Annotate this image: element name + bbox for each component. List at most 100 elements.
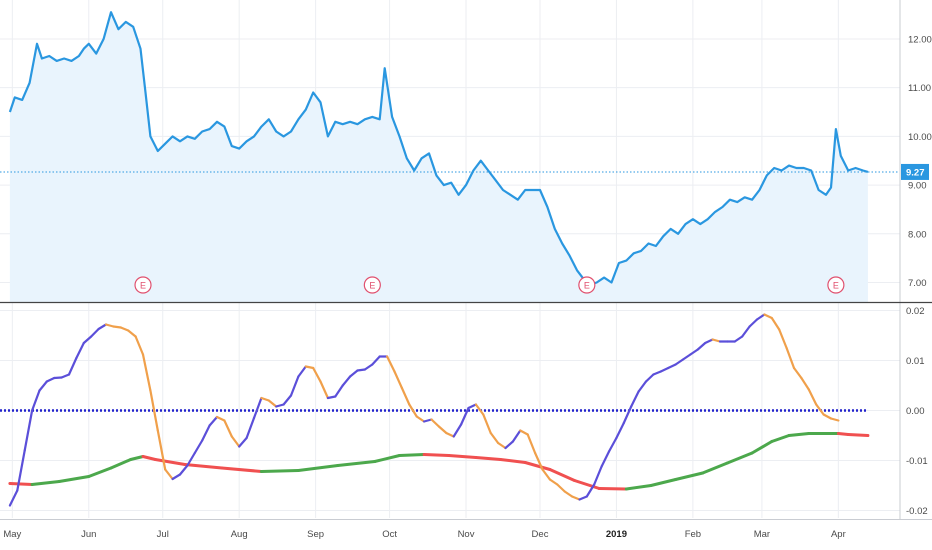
oscillator-line-segment [312, 366, 322, 383]
oscillator-line-segment [526, 433, 537, 455]
oscillator-line-segment [644, 373, 655, 383]
price-area [9, 12, 868, 302]
last-price-label: 9.27 [906, 167, 925, 178]
oscillator-line-segment [349, 369, 359, 378]
signal-line-segment [499, 458, 527, 464]
signal-line-segment [836, 432, 850, 436]
last-price-tag [901, 163, 929, 180]
earnings-marker [578, 276, 596, 294]
oscillator-line-segment [829, 417, 840, 422]
price-line [8, 11, 869, 287]
signal-line-segment [336, 460, 377, 467]
signal-line-segment [701, 461, 729, 475]
oscillator-line-segment [386, 355, 396, 373]
x-tick-label: May [3, 529, 21, 540]
oscillator-line-segment [275, 403, 285, 408]
oscillator-line-segment [134, 335, 145, 356]
oscillator-line-segment [533, 451, 544, 471]
oscillator-line-segment [770, 316, 781, 331]
oscillator-line-segment [570, 495, 581, 501]
earnings-marker-label: E [833, 281, 839, 291]
x-tick-label: Sep [307, 529, 324, 540]
x-tick-label: Apr [831, 529, 846, 540]
osc-y-tick-label: 0.01 [906, 356, 925, 367]
oscillator-line-segment [178, 464, 189, 476]
signal-line-segment [649, 478, 678, 487]
oscillator-line-segment [164, 468, 174, 481]
oscillator-line-segment [119, 326, 130, 332]
oscillator-line-segment [260, 396, 270, 402]
oscillator-line-segment [75, 341, 85, 360]
oscillator-line-segment [156, 429, 167, 471]
oscillator-line-segment [452, 423, 463, 438]
signal-line-segment [725, 451, 754, 465]
x-tick-label: Oct [382, 529, 397, 540]
oscillator-line-segment [104, 323, 115, 328]
oscillator-line-segment [437, 425, 448, 435]
oscillator-line-segment [763, 313, 773, 320]
x-tick-label: 2019 [606, 529, 627, 540]
oscillator-line-segment [171, 473, 182, 481]
signal-line-segment [8, 482, 34, 486]
oscillator-line-segment [637, 380, 648, 393]
oscillator-line-segment [548, 478, 559, 486]
oscillator-line-segment [326, 395, 337, 400]
x-tick-label: Jun [81, 529, 96, 540]
oscillator-line-segment [8, 489, 19, 507]
x-tick-label: Mar [754, 529, 770, 540]
oscillator-line-segment [90, 327, 100, 338]
oscillator-line-segment [23, 409, 34, 452]
signal-line-segment [141, 455, 157, 461]
oscillator-line-segment [252, 396, 263, 420]
signal-line-segment [624, 484, 653, 491]
oscillator-line-segment [807, 388, 818, 406]
earnings-marker [363, 276, 381, 294]
oscillator-line-segment [208, 415, 219, 427]
oscillator-line-segment [400, 386, 411, 406]
signal-line-segment [422, 453, 451, 457]
oscillator-line-segment [489, 431, 500, 445]
oscillator-line-segment [615, 421, 625, 440]
signal-line-segment [523, 461, 552, 471]
x-tick-label: Jul [157, 529, 169, 540]
signal-line-segment [447, 454, 478, 459]
oscillator-line-segment [16, 449, 26, 492]
oscillator-line-segment [223, 419, 233, 438]
oscillator-line-segment [201, 424, 211, 442]
oscillator-line-segment [304, 365, 315, 370]
signal-line-segment [296, 464, 340, 472]
oscillator-line-segment [53, 376, 63, 380]
oscillator-line-segment [497, 441, 507, 450]
signal-line-segment [474, 456, 502, 461]
oscillator-line-segment [245, 416, 256, 440]
price-y-tick-label: 11.00 [908, 83, 931, 94]
oscillator-line-segment [127, 329, 137, 338]
osc-y-tick-label: -0.01 [906, 456, 928, 467]
price-y-tick-label: 9.00 [908, 181, 927, 192]
oscillator-line-segment [674, 358, 685, 366]
oscillator-line-segment [82, 335, 93, 345]
oscillator-line-segment [267, 399, 278, 408]
signal-line-segment [597, 487, 628, 491]
signal-line-segment [548, 468, 576, 482]
oscillator-line-segment [289, 375, 300, 397]
signal-line-segment [846, 433, 870, 437]
oscillator-line-segment [482, 413, 492, 435]
oscillator-line-segment [319, 380, 329, 400]
x-tick-label: Dec [532, 529, 549, 540]
signal-line-segment [770, 434, 791, 443]
oscillator-line-segment [67, 356, 78, 376]
earnings-marker [827, 276, 845, 294]
oscillator-line-segment [334, 384, 344, 398]
oscillator-line-segment [363, 363, 374, 371]
earnings-marker-label: E [140, 281, 146, 291]
earnings-marker [134, 276, 152, 294]
oscillator-line-segment [748, 318, 759, 328]
price-y-tick-label: 8.00 [908, 229, 927, 240]
oscillator-line-segment [430, 418, 440, 428]
oscillator-line-segment [149, 389, 159, 432]
earnings-marker-label: E [369, 281, 375, 291]
price-area-fill [9, 12, 868, 302]
